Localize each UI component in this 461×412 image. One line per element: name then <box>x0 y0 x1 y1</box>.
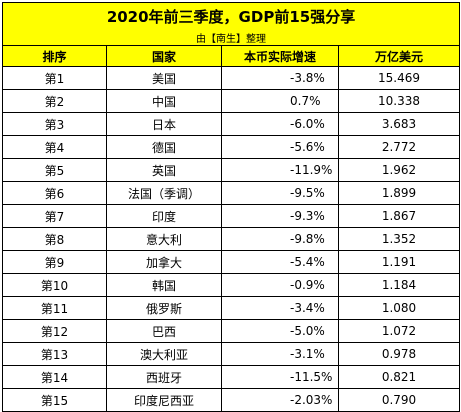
rank-cell: 第7 <box>2 204 107 228</box>
country-cell: 印度尼西亚 <box>106 388 222 412</box>
rank-cell: 第13 <box>2 342 107 366</box>
country-cell: 日本 <box>106 112 222 136</box>
country-cell: 意大利 <box>106 227 222 251</box>
gdp-cell: 10.338 <box>337 89 461 113</box>
growth-cell: -3.8% <box>221 66 339 90</box>
table-row: 第7 印度 -9.3% 1.867 <box>2 204 461 228</box>
rank-cell: 第1 <box>2 66 107 90</box>
country-cell: 德国 <box>106 135 222 159</box>
rank-cell: 第10 <box>2 273 107 297</box>
growth-cell: -5.0% <box>221 319 339 343</box>
subtitle-row: 由【南生】整理 <box>1 29 461 46</box>
gdp-cell: 2.772 <box>337 135 461 159</box>
gdp-cell: 1.072 <box>337 319 461 343</box>
gdp-cell: 1.867 <box>337 204 461 228</box>
column-header-growth: 本币实际增速 <box>221 45 339 67</box>
rank-cell: 第14 <box>2 365 107 389</box>
country-cell: 俄罗斯 <box>106 296 222 320</box>
table-subtitle: 由【南生】整理 <box>1 29 461 46</box>
growth-cell: -11.5% <box>221 365 339 389</box>
gdp-cell: 1.962 <box>337 158 461 182</box>
growth-cell: -9.5% <box>221 181 339 205</box>
table-row: 第3 日本 -6.0% 3.683 <box>2 112 461 136</box>
table-row: 第2 中国 0.7% 10.338 <box>2 89 461 113</box>
gdp-cell: 1.899 <box>337 181 461 205</box>
column-header-gdp: 万亿美元 <box>337 45 461 67</box>
rank-cell: 第12 <box>2 319 107 343</box>
gdp-cell: 15.469 <box>337 66 461 90</box>
table-row: 第1 美国 -3.8% 15.469 <box>2 66 461 90</box>
header-row: 排序 国家 本币实际增速 万亿美元 <box>2 45 461 67</box>
growth-cell: -3.1% <box>221 342 339 366</box>
country-cell: 加拿大 <box>106 250 222 274</box>
growth-cell: -5.6% <box>221 135 339 159</box>
growth-cell: -2.03% <box>221 388 339 412</box>
country-cell: 西班牙 <box>106 365 222 389</box>
growth-cell: -11.9% <box>221 158 339 182</box>
table-row: 第10 韩国 -0.9% 1.184 <box>2 273 461 297</box>
growth-cell: -6.0% <box>221 112 339 136</box>
table-row: 第4 德国 -5.6% 2.772 <box>2 135 461 159</box>
growth-cell: -5.4% <box>221 250 339 274</box>
country-cell: 法国（季调） <box>106 181 222 205</box>
gdp-cell: 0.790 <box>337 388 461 412</box>
country-cell: 澳大利亚 <box>106 342 222 366</box>
table-row: 第14 西班牙 -11.5% 0.821 <box>2 365 461 389</box>
table-title: 2020年前三季度，GDP前15强分享 <box>1 2 461 29</box>
gdp-cell: 3.683 <box>337 112 461 136</box>
country-cell: 英国 <box>106 158 222 182</box>
country-cell: 美国 <box>106 66 222 90</box>
growth-cell: -3.4% <box>221 296 339 320</box>
table-row: 第5 英国 -11.9% 1.962 <box>2 158 461 182</box>
growth-cell: -0.9% <box>221 273 339 297</box>
rank-cell: 第2 <box>2 89 107 113</box>
growth-cell: 0.7% <box>221 89 339 113</box>
gdp-cell: 0.978 <box>337 342 461 366</box>
gdp-cell: 1.184 <box>337 273 461 297</box>
rank-cell: 第15 <box>2 388 107 412</box>
table-row: 第11 俄罗斯 -3.4% 1.080 <box>2 296 461 320</box>
column-header-rank: 排序 <box>2 45 107 67</box>
country-cell: 印度 <box>106 204 222 228</box>
table-row: 第15 印度尼西亚 -2.03% 0.790 <box>2 388 461 412</box>
country-cell: 中国 <box>106 89 222 113</box>
rank-cell: 第9 <box>2 250 107 274</box>
title-row: 2020年前三季度，GDP前15强分享 <box>1 2 461 29</box>
rank-cell: 第4 <box>2 135 107 159</box>
gdp-cell: 1.352 <box>337 227 461 251</box>
gdp-cell: 1.080 <box>337 296 461 320</box>
gdp-cell: 0.821 <box>337 365 461 389</box>
gdp-cell: 1.191 <box>337 250 461 274</box>
growth-cell: -9.3% <box>221 204 339 228</box>
table-row: 第9 加拿大 -5.4% 1.191 <box>2 250 461 274</box>
country-cell: 巴西 <box>106 319 222 343</box>
country-cell: 韩国 <box>106 273 222 297</box>
table-row: 第13 澳大利亚 -3.1% 0.978 <box>2 342 461 366</box>
table-row: 第6 法国（季调） -9.5% 1.899 <box>2 181 461 205</box>
column-header-country: 国家 <box>106 45 222 67</box>
rank-cell: 第5 <box>2 158 107 182</box>
rank-cell: 第3 <box>2 112 107 136</box>
table-row: 第12 巴西 -5.0% 1.072 <box>2 319 461 343</box>
rank-cell: 第11 <box>2 296 107 320</box>
rank-cell: 第8 <box>2 227 107 251</box>
table-row: 第8 意大利 -9.8% 1.352 <box>2 227 461 251</box>
rank-cell: 第6 <box>2 181 107 205</box>
growth-cell: -9.8% <box>221 227 339 251</box>
